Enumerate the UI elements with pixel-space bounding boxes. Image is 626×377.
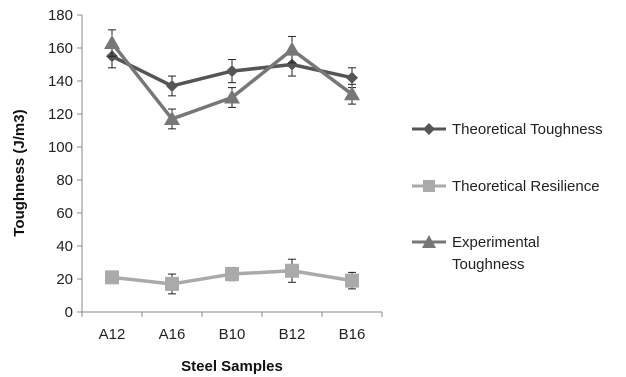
legend: Theoretical Toughness Theoretical Resili… [412, 121, 603, 273]
y-tick-label: 100 [48, 139, 73, 156]
y-tick-label: 20 [56, 271, 73, 288]
experimental-toughness-point [224, 89, 240, 104]
y-tick-label: 140 [48, 73, 73, 90]
x-tick-label: A16 [159, 326, 186, 343]
y-tick-label: 80 [56, 172, 73, 189]
y-axis-title: Toughness (J/m3) [11, 109, 28, 236]
legend-triangle-icon [422, 235, 436, 248]
theoretical-resilience-point [345, 273, 359, 288]
x-tick-label: B10 [219, 326, 246, 343]
y-tick-label: 180 [48, 7, 73, 24]
theoretical-resilience-point [225, 267, 239, 282]
legend-label-theoretical-toughness: Theoretical Toughness [452, 121, 603, 138]
experimental-toughness-point [344, 86, 360, 101]
x-tick-label: A12 [99, 326, 126, 343]
experimental-toughness-point [284, 41, 300, 56]
experimental-toughness-point [164, 110, 180, 125]
x-axis-title: Steel Samples [181, 358, 283, 375]
x-tick-label: B12 [279, 326, 306, 343]
theoretical-toughness-point [346, 71, 358, 84]
legend-item-theoretical-resilience: Theoretical Resilience [412, 178, 600, 195]
legend-item-experimental-toughness: Experimental Toughness [412, 234, 540, 273]
legend-item-theoretical-toughness: Theoretical Toughness [412, 121, 603, 138]
experimental-toughness-point [104, 35, 120, 50]
y-tick-label: 0 [65, 304, 73, 321]
y-tick-label: 60 [56, 205, 73, 222]
legend-label-experimental-toughness-line2: Toughness [452, 256, 525, 273]
legend-label-experimental-toughness: Experimental [452, 234, 540, 251]
theoretical-resilience-point [165, 276, 179, 291]
legend-square-icon [423, 180, 435, 192]
y-tick-label: 40 [56, 238, 73, 255]
plot-area: 0 20 40 60 80 100 120 140 160 180 A12 A16 B10 B12 B16 [48, 7, 383, 343]
x-tick-label: B16 [339, 326, 366, 343]
legend-diamond-icon [423, 123, 435, 135]
theoretical-toughness-point [226, 65, 238, 78]
theoretical-toughness-point [166, 79, 178, 92]
legend-label-theoretical-resilience: Theoretical Resilience [452, 178, 600, 195]
y-tick-label: 160 [48, 40, 73, 57]
theoretical-resilience-point [285, 263, 299, 278]
theoretical-toughness-point [286, 58, 298, 71]
y-tick-label: 120 [48, 106, 73, 123]
theoretical-resilience-point [105, 270, 119, 285]
